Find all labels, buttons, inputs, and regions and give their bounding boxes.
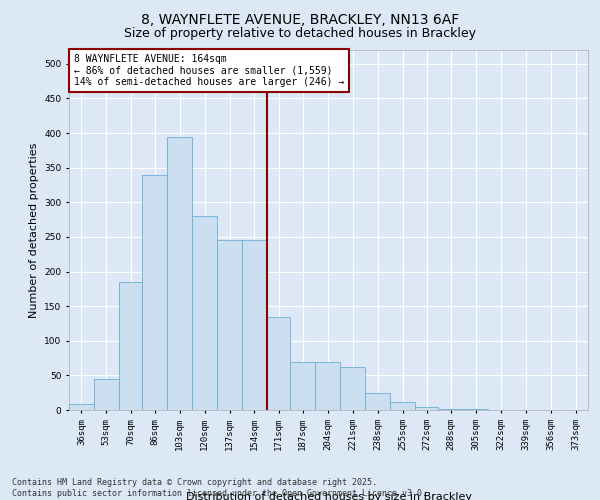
Bar	[267, 316, 290, 410]
Text: 8, WAYNFLETE AVENUE, BRACKLEY, NN13 6AF: 8, WAYNFLETE AVENUE, BRACKLEY, NN13 6AF	[141, 12, 459, 26]
Bar	[217, 240, 242, 410]
Bar	[316, 362, 340, 410]
Bar	[290, 362, 316, 410]
Bar	[142, 174, 167, 410]
Text: Contains HM Land Registry data © Crown copyright and database right 2025.
Contai: Contains HM Land Registry data © Crown c…	[12, 478, 427, 498]
Text: Size of property relative to detached houses in Brackley: Size of property relative to detached ho…	[124, 28, 476, 40]
Bar	[340, 367, 365, 410]
Bar	[365, 392, 390, 410]
Bar	[69, 404, 94, 410]
Bar	[415, 406, 439, 410]
Y-axis label: Number of detached properties: Number of detached properties	[29, 142, 38, 318]
Bar	[390, 402, 415, 410]
Bar	[439, 408, 463, 410]
Bar	[167, 136, 192, 410]
Bar	[119, 282, 142, 410]
X-axis label: Distribution of detached houses by size in Brackley: Distribution of detached houses by size …	[185, 492, 472, 500]
Bar	[94, 379, 119, 410]
Bar	[242, 240, 267, 410]
Text: 8 WAYNFLETE AVENUE: 164sqm
← 86% of detached houses are smaller (1,559)
14% of s: 8 WAYNFLETE AVENUE: 164sqm ← 86% of deta…	[74, 54, 344, 87]
Bar	[192, 216, 217, 410]
